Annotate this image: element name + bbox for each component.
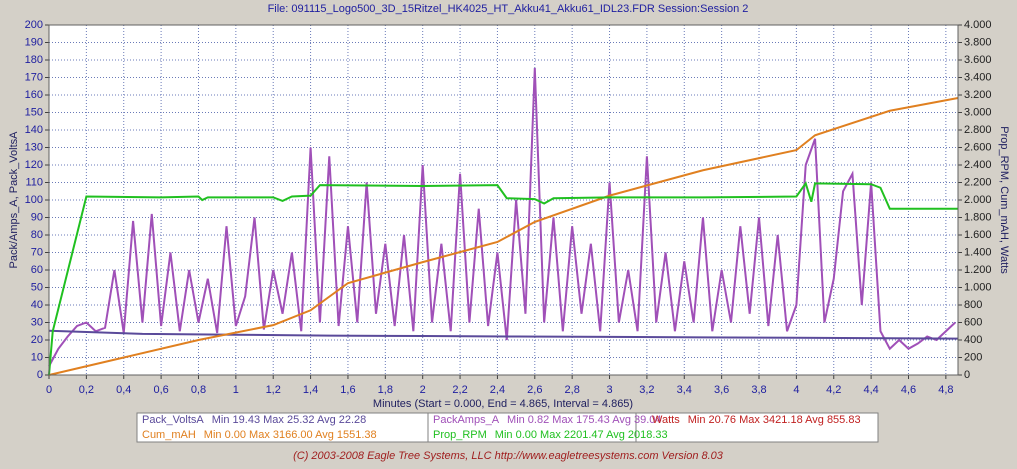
legend-stats: Min 0.00 Max 3166.00 Avg 1551.38 xyxy=(204,429,377,441)
y2-tick-label: 3.600 xyxy=(964,54,992,66)
x-tick-label: 0,8 xyxy=(191,384,206,396)
x-tick-label: 2,4 xyxy=(490,384,505,396)
y2-tick-label: 2.200 xyxy=(964,176,992,188)
y-tick-label: 40 xyxy=(31,299,43,311)
y2-tick-label: 0 xyxy=(964,369,970,381)
y2-tick-label: 2.000 xyxy=(964,194,992,206)
x-tick-label: 1 xyxy=(233,384,239,396)
y2-tick-label: 4.000 xyxy=(964,19,992,31)
x-tick-label: 0,2 xyxy=(79,384,94,396)
series-line xyxy=(48,329,959,340)
y-tick-label: 100 xyxy=(25,194,43,206)
x-tick-label: 4 xyxy=(793,384,799,396)
x-tick-label: 3,2 xyxy=(639,384,654,396)
y2-tick-label: 1.800 xyxy=(964,211,992,223)
x-tick-label: 1,4 xyxy=(303,384,318,396)
y-tick-label: 20 xyxy=(31,334,43,346)
legend-box xyxy=(635,412,879,443)
legend-label: Watts xyxy=(652,414,680,426)
y2-tick-label: 3.800 xyxy=(964,36,992,48)
y-tick-label: 150 xyxy=(25,106,43,118)
y-tick-label: 60 xyxy=(31,264,43,276)
y-tick-label: 180 xyxy=(25,54,43,66)
x-tick-label: 1,8 xyxy=(378,384,393,396)
x-tick-label: 1,2 xyxy=(266,384,281,396)
x-tick-label: 0,4 xyxy=(116,384,131,396)
x-tick-label: 3,8 xyxy=(751,384,766,396)
x-tick-label: 0,6 xyxy=(153,384,168,396)
legend-stats: Min 19.43 Max 25.32 Avg 22.28 xyxy=(212,414,367,426)
x-tick-label: 3,4 xyxy=(677,384,692,396)
x-tick-label: 0 xyxy=(46,384,52,396)
y2-tick-label: 2.800 xyxy=(964,124,992,136)
y2-tick-label: 400 xyxy=(964,334,982,346)
legend-box xyxy=(136,412,429,443)
legend-stats: Min 20.76 Max 3421.18 Avg 855.83 xyxy=(688,414,861,426)
x-tick-label: 2 xyxy=(420,384,426,396)
y2-tick-label: 1.600 xyxy=(964,229,992,241)
y-axis-label: Pack/Amps_A, Pack_VoltsA xyxy=(8,131,20,269)
chart-title: File: 091115_Logo500_3D_15Ritzel_HK4025_… xyxy=(268,3,749,15)
y-tick-label: 90 xyxy=(31,211,43,223)
legend-label: PackAmps_A xyxy=(433,414,500,426)
y-tick-label: 110 xyxy=(25,176,43,188)
legend-stats: Min 0.00 Max 2201.47 Avg 2018.33 xyxy=(495,429,668,441)
y2-axis-label: Prop_RPM, Cum_mAH, Watts xyxy=(998,126,1010,274)
y-tick-label: 30 xyxy=(31,316,43,328)
y-tick-label: 50 xyxy=(31,281,43,293)
x-tick-label: 2,8 xyxy=(565,384,580,396)
x-axis-label: Minutes (Start = 0.000, End = 4.865, Int… xyxy=(373,398,633,410)
y2-tick-label: 1.000 xyxy=(964,281,992,293)
x-tick-label: 1,6 xyxy=(340,384,355,396)
x-tick-label: 4,8 xyxy=(938,384,953,396)
y-tick-label: 120 xyxy=(25,159,43,171)
y-tick-label: 130 xyxy=(25,141,43,153)
series-line xyxy=(48,67,956,367)
y2-tick-label: 2.600 xyxy=(964,141,992,153)
series-line xyxy=(48,181,958,376)
legend-label: Cum_mAH xyxy=(142,429,196,441)
plot-frame xyxy=(48,24,959,376)
legend-stats: Min 0.82 Max 175.43 Avg 39.04 xyxy=(507,414,662,426)
y2-tick-label: 3.200 xyxy=(964,89,992,101)
y-tick-label: 80 xyxy=(31,229,43,241)
x-tick-label: 2,6 xyxy=(527,384,542,396)
y2-tick-label: 1.200 xyxy=(964,264,992,276)
y-tick-label: 10 xyxy=(31,351,43,363)
x-tick-label: 3,6 xyxy=(714,384,729,396)
x-tick-label: 4,2 xyxy=(826,384,841,396)
y2-tick-label: 1.400 xyxy=(964,246,992,258)
y-tick-label: 160 xyxy=(25,89,43,101)
x-tick-label: 4,6 xyxy=(901,384,916,396)
plot-area xyxy=(48,24,959,376)
footer: (C) 2003-2008 Eagle Tree Systems, LLC ht… xyxy=(293,450,724,462)
y-tick-label: 0 xyxy=(37,369,43,381)
y-tick-label: 170 xyxy=(25,71,43,83)
y2-tick-label: 3.000 xyxy=(964,106,992,118)
x-tick-label: 4,4 xyxy=(863,384,878,396)
y2-tick-label: 2.400 xyxy=(964,159,992,171)
y2-tick-label: 800 xyxy=(964,299,982,311)
y2-tick-label: 600 xyxy=(964,316,982,328)
legend-label: Pack_VoltsA xyxy=(142,414,204,426)
y-tick-label: 190 xyxy=(25,36,43,48)
y2-tick-label: 3.400 xyxy=(964,71,992,83)
legend-label: Prop_RPM xyxy=(433,429,487,441)
x-tick-label: 3 xyxy=(606,384,612,396)
y2-tick-label: 200 xyxy=(964,351,982,363)
y-tick-label: 70 xyxy=(31,246,43,258)
x-tick-label: 2,2 xyxy=(452,384,467,396)
y-tick-label: 200 xyxy=(25,19,43,31)
legend-box xyxy=(427,412,637,443)
series-line xyxy=(48,96,959,376)
y-tick-label: 140 xyxy=(25,124,43,136)
